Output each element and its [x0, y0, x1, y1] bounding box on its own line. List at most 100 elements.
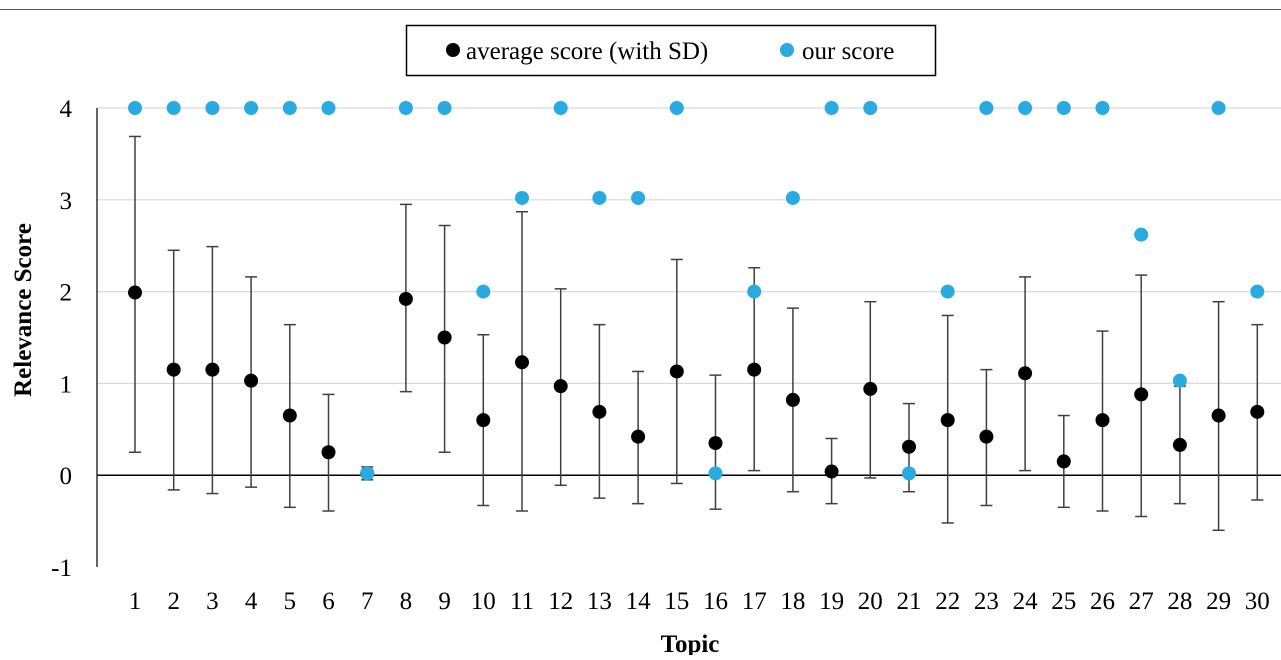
our-score-point — [244, 101, 259, 115]
our-score-point — [1134, 227, 1149, 242]
x-tick-label: 15 — [664, 588, 689, 615]
our-score-point — [1211, 101, 1226, 115]
x-tick-label: 5 — [284, 588, 297, 615]
x-tick-label: 16 — [703, 588, 728, 615]
x-tick-label: 21 — [897, 588, 922, 615]
average-score-point — [1211, 408, 1226, 423]
y-tick-label: 0 — [60, 463, 73, 490]
x-tick-label: 8 — [400, 588, 413, 615]
x-tick-label: 3 — [206, 588, 219, 615]
x-tick-label: 20 — [858, 588, 883, 615]
our-score-point — [747, 284, 762, 299]
x-tick-label: 2 — [167, 588, 180, 615]
x-tick-label: 25 — [1051, 588, 1076, 615]
legend-marker-average — [446, 43, 460, 57]
x-tick-label: 4 — [245, 588, 258, 615]
our-score-point — [708, 466, 723, 481]
our-score-point — [1095, 101, 1110, 115]
our-score-point — [1056, 101, 1071, 115]
average-score-point — [824, 464, 839, 479]
our-score-point — [1172, 373, 1187, 388]
our-score-point — [1250, 284, 1265, 299]
average-score-point — [1018, 366, 1033, 381]
our-score-point — [282, 101, 297, 115]
x-tick-label: 9 — [438, 588, 451, 615]
our-score-point — [128, 101, 142, 115]
our-score-point — [669, 101, 684, 115]
gridlines — [97, 107, 1281, 384]
our-score-point — [166, 101, 181, 115]
average-score-point — [553, 379, 568, 394]
legend-marker-our-score — [780, 43, 794, 57]
average-score-point — [166, 362, 181, 377]
x-tick-label: 19 — [819, 588, 844, 615]
x-tick-label: 7 — [361, 588, 374, 615]
y-axis-title: Relevance Score — [10, 223, 37, 397]
average-score-point — [205, 362, 220, 377]
average-score-point — [1095, 413, 1110, 428]
error-bars — [129, 135, 1264, 532]
average-score-point — [1056, 454, 1071, 469]
x-tick-label: 13 — [587, 588, 612, 615]
average-score-point — [669, 364, 684, 379]
our-score-point — [979, 101, 994, 115]
axes — [96, 108, 1281, 567]
average-score-point — [1172, 437, 1187, 452]
our-score-point — [940, 284, 955, 299]
our-score-point — [902, 466, 916, 481]
our-score-point — [631, 190, 646, 205]
legend: average score (with SD) our score — [405, 24, 937, 77]
legend-box — [405, 24, 937, 77]
our-score-point — [205, 101, 220, 115]
our-score-point — [476, 284, 491, 299]
average-score-point — [979, 429, 994, 444]
y-tick-label: -1 — [51, 555, 72, 582]
our-score-point — [515, 190, 529, 205]
average-score-point — [747, 362, 762, 377]
data-points — [128, 101, 1265, 481]
our-score-point — [592, 190, 607, 205]
our-score-point — [785, 190, 800, 205]
x-tick-label: 22 — [935, 588, 960, 615]
our-score-point — [398, 101, 413, 115]
average-score-point — [282, 408, 297, 423]
legend-label-average: average score (with SD) — [466, 38, 708, 65]
x-tick-label: 18 — [780, 588, 805, 615]
our-score-point — [553, 101, 568, 115]
average-score-point — [1134, 387, 1149, 402]
average-score-point — [863, 381, 878, 396]
y-tick-label: 1 — [60, 371, 73, 398]
x-tick-label: 10 — [471, 588, 496, 615]
x-tick-label: 30 — [1245, 588, 1270, 615]
average-score-point — [631, 429, 646, 444]
average-score-point — [476, 413, 491, 428]
our-score-point — [1018, 101, 1033, 115]
x-tick-label: 1 — [129, 588, 142, 615]
average-score-point — [244, 373, 259, 388]
x-tick-label: 26 — [1090, 588, 1115, 615]
y-tick-label: 4 — [60, 96, 73, 123]
our-score-point — [437, 101, 452, 115]
average-score-point — [592, 404, 607, 419]
average-score-point — [128, 285, 142, 300]
average-score-point — [321, 445, 336, 460]
average-score-point — [902, 439, 916, 454]
our-score-point — [360, 466, 375, 481]
x-tick-label: 23 — [974, 588, 999, 615]
our-score-point — [824, 101, 839, 115]
x-tick-label: 12 — [548, 588, 573, 615]
average-score-point — [940, 413, 955, 428]
average-score-point — [1250, 404, 1265, 419]
x-tick-label: 24 — [1013, 588, 1039, 615]
x-tick-label: 17 — [742, 588, 767, 615]
average-score-point — [708, 436, 723, 451]
average-score-point — [437, 330, 452, 345]
x-tick-label: 6 — [322, 588, 335, 615]
our-score-point — [321, 101, 336, 115]
our-score-point — [863, 101, 878, 115]
average-score-point — [515, 355, 529, 370]
x-axis-title: Topic — [661, 631, 720, 655]
